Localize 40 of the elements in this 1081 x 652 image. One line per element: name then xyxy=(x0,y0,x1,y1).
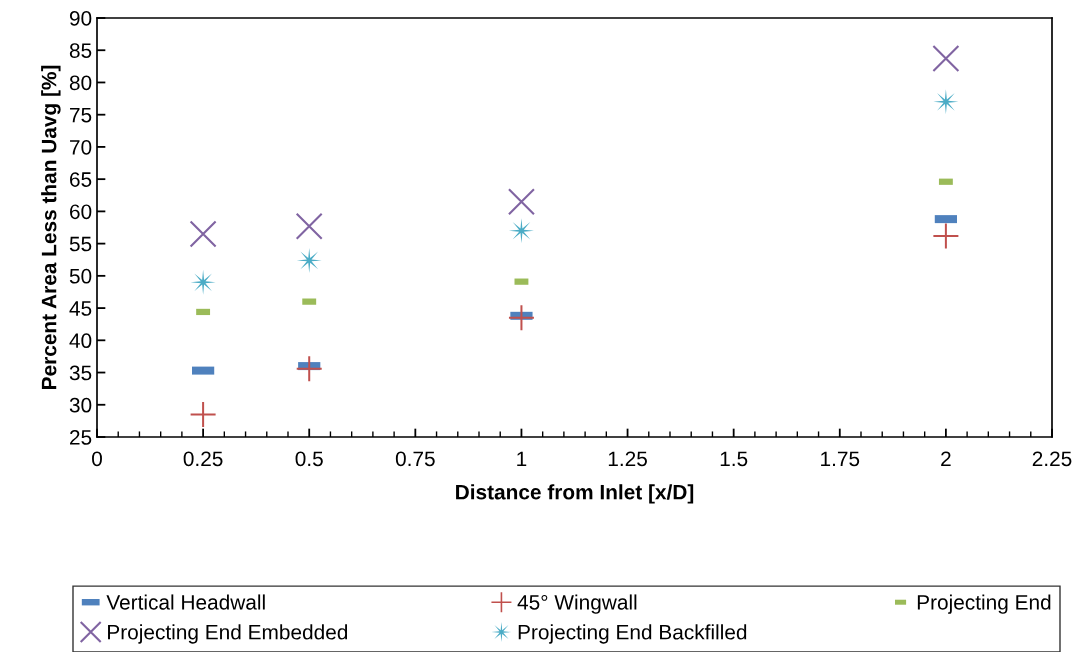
point xyxy=(933,223,959,249)
x-tick-label: 1 xyxy=(517,451,527,466)
y-tick-label: 25 xyxy=(70,430,92,445)
legend-label: Projecting End xyxy=(917,594,1051,614)
y-tick-label: 50 xyxy=(69,268,92,284)
y-tick-label: 80 xyxy=(69,75,92,91)
y-tick-label: 60 xyxy=(70,204,92,220)
x-tick-label: 2.25 xyxy=(1032,451,1072,467)
point xyxy=(508,305,534,331)
y-tick-label: 40 xyxy=(69,333,92,349)
x-tick-label: 2 xyxy=(941,451,951,466)
y-tick-label: 55 xyxy=(69,236,92,252)
x-tick-label: 0.75 xyxy=(395,451,435,467)
x-axis-title: Distance from Inlet [x/D] xyxy=(456,484,694,504)
point xyxy=(190,401,216,427)
point xyxy=(508,218,534,244)
y-tick-label: 65 xyxy=(70,172,92,187)
x-tick-label: 1.5 xyxy=(720,451,748,467)
point xyxy=(507,188,535,216)
x-tick-label: 0.5 xyxy=(295,451,323,467)
y-tick-label: 70 xyxy=(70,139,92,155)
legend-label: 45° Wingwall xyxy=(517,594,637,614)
y-tick-label: 45 xyxy=(69,301,92,316)
x-tick-label: 0.25 xyxy=(183,451,223,467)
point xyxy=(295,212,323,240)
y-tick-label: 85 xyxy=(69,43,92,58)
x-tick-label: 0 xyxy=(92,451,102,467)
point xyxy=(296,356,322,382)
y-tick-label: 75 xyxy=(70,107,92,123)
point xyxy=(932,45,960,73)
y-axis-title: Percent Area Less than Uavg [%] xyxy=(41,65,61,389)
legend-label: Vertical Headwall xyxy=(106,594,265,610)
y-tick-label: 90 xyxy=(69,11,92,26)
x-tick-label: 1.25 xyxy=(608,451,647,467)
legend-label: Projecting End Backfilled xyxy=(518,624,747,644)
y-tick-label: 35 xyxy=(69,365,92,381)
legend-label: Projecting End Embedded xyxy=(108,624,348,644)
point xyxy=(189,220,217,248)
y-tick-label: 30 xyxy=(69,397,92,413)
x-tick-label: 1.75 xyxy=(821,451,860,467)
